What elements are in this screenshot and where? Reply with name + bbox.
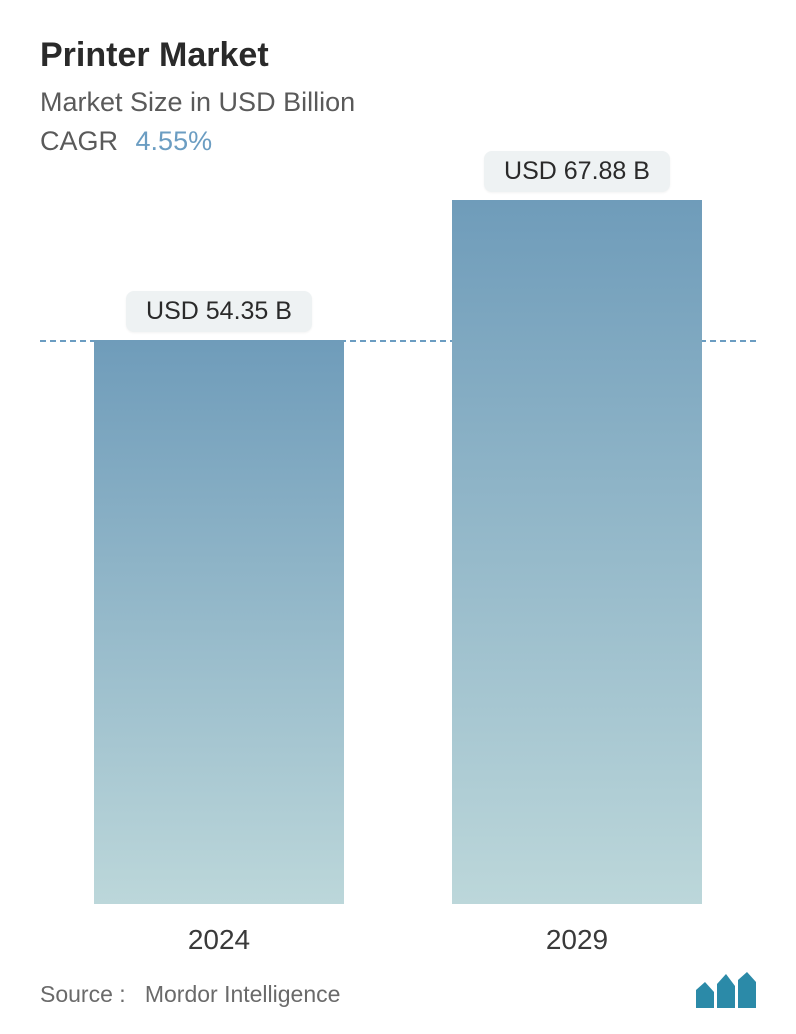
- cagr-value: 4.55%: [136, 126, 213, 156]
- chart-title: Printer Market: [40, 36, 756, 75]
- bar-fill: [452, 200, 702, 904]
- x-axis-label: 2024: [94, 924, 344, 956]
- value-badge: USD 54.35 B: [126, 291, 312, 332]
- value-badge: USD 67.88 B: [484, 151, 670, 192]
- bar: [452, 200, 702, 904]
- brand-logo-icon: [696, 972, 756, 1008]
- chart-container: Printer Market Market Size in USD Billio…: [0, 0, 796, 1034]
- bar-column: USD 67.88 B: [452, 200, 702, 904]
- x-axis-label: 2029: [452, 924, 702, 956]
- chart-subtitle: Market Size in USD Billion: [40, 87, 756, 118]
- chart-area: USD 54.35 B USD 67.88 B: [0, 200, 796, 904]
- bar-fill: [94, 340, 344, 904]
- bars-wrapper: USD 54.35 B USD 67.88 B: [40, 200, 756, 904]
- source-name: Mordor Intelligence: [145, 981, 341, 1007]
- cagr-label: CAGR: [40, 126, 118, 156]
- bar-column: USD 54.35 B: [94, 200, 344, 904]
- source-label: Source :: [40, 981, 126, 1007]
- x-axis-labels: 2024 2029: [40, 924, 756, 956]
- chart-footer: Source : Mordor Intelligence: [40, 972, 756, 1008]
- bar: [94, 340, 344, 904]
- source-text: Source : Mordor Intelligence: [40, 981, 340, 1008]
